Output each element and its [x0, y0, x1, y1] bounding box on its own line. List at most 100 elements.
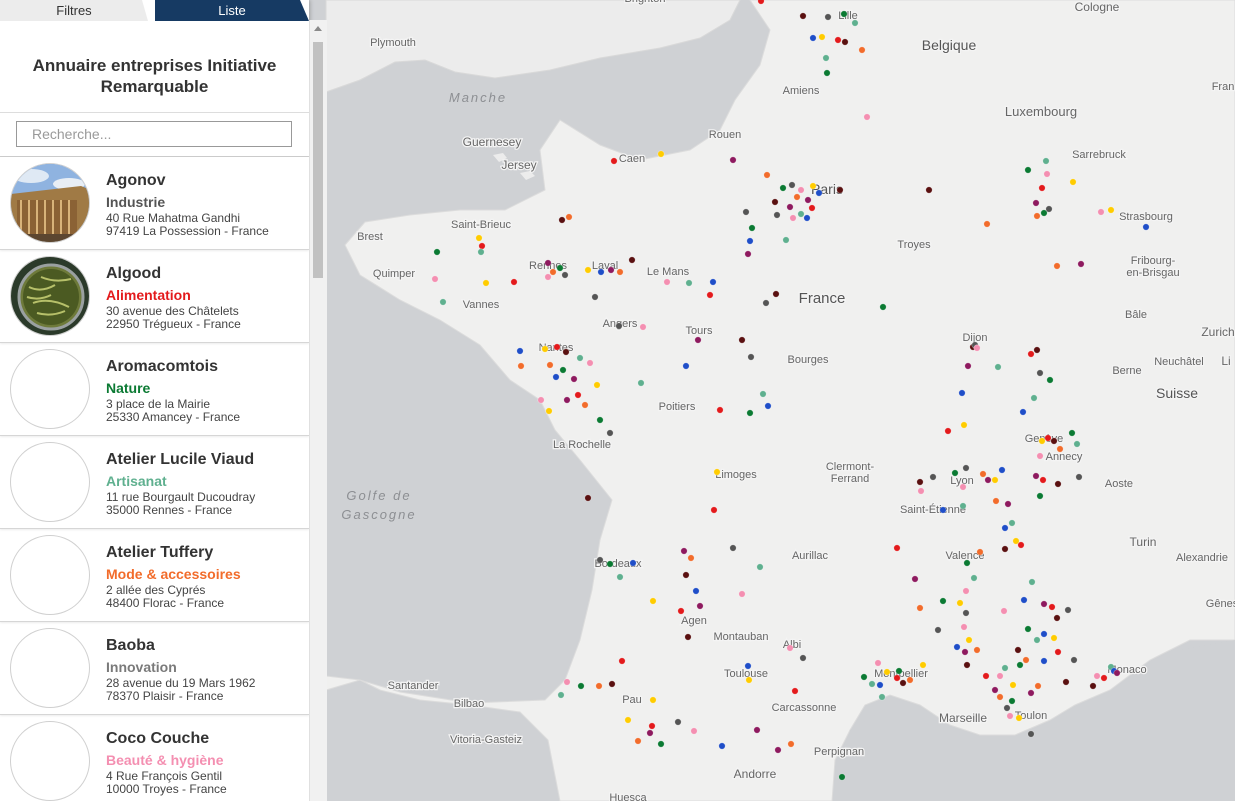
- company-marker[interactable]: [477, 248, 485, 256]
- company-marker[interactable]: [1036, 369, 1044, 377]
- company-marker[interactable]: [1022, 656, 1030, 664]
- company-marker[interactable]: [565, 213, 573, 221]
- company-marker[interactable]: [962, 609, 970, 617]
- company-marker[interactable]: [925, 186, 933, 194]
- company-marker[interactable]: [577, 682, 585, 690]
- company-marker[interactable]: [1028, 578, 1036, 586]
- company-marker[interactable]: [1050, 437, 1058, 445]
- company-marker[interactable]: [958, 389, 966, 397]
- company-name[interactable]: Atelier Lucile Viaud: [106, 451, 255, 468]
- company-marker[interactable]: [757, 0, 765, 5]
- company-marker[interactable]: [834, 36, 842, 44]
- company-name[interactable]: Atelier Tuffery: [106, 544, 214, 561]
- company-marker[interactable]: [771, 198, 779, 206]
- company-marker[interactable]: [788, 181, 796, 189]
- company-marker[interactable]: [738, 336, 746, 344]
- company-marker[interactable]: [965, 636, 973, 644]
- company-marker[interactable]: [1001, 545, 1009, 553]
- company-marker[interactable]: [716, 406, 724, 414]
- company-marker[interactable]: [1008, 697, 1016, 705]
- company-marker[interactable]: [964, 362, 972, 370]
- company-marker[interactable]: [574, 391, 582, 399]
- company-marker[interactable]: [1040, 600, 1048, 608]
- company-marker[interactable]: [433, 248, 441, 256]
- company-marker[interactable]: [1019, 408, 1027, 416]
- company-marker[interactable]: [982, 672, 990, 680]
- company-marker[interactable]: [1046, 376, 1054, 384]
- company-marker[interactable]: [1014, 646, 1022, 654]
- company-marker[interactable]: [1093, 672, 1101, 680]
- company-marker[interactable]: [911, 575, 919, 583]
- company-marker[interactable]: [747, 353, 755, 361]
- company-marker[interactable]: [1016, 661, 1024, 669]
- company-marker[interactable]: [1032, 199, 1040, 207]
- company-marker[interactable]: [544, 259, 552, 267]
- company-marker[interactable]: [960, 623, 968, 631]
- company-marker[interactable]: [906, 676, 914, 684]
- company-marker[interactable]: [584, 494, 592, 502]
- company-marker[interactable]: [649, 597, 657, 605]
- company-marker[interactable]: [729, 544, 737, 552]
- company-marker[interactable]: [544, 273, 552, 281]
- company-marker[interactable]: [516, 347, 524, 355]
- company-name[interactable]: Agonov: [106, 172, 166, 189]
- company-marker[interactable]: [558, 216, 566, 224]
- company-marker[interactable]: [690, 727, 698, 735]
- company-marker[interactable]: [962, 587, 970, 595]
- company-marker[interactable]: [545, 407, 553, 415]
- company-marker[interactable]: [851, 19, 859, 27]
- company-marker[interactable]: [998, 466, 1006, 474]
- company-marker[interactable]: [992, 497, 1000, 505]
- company-marker[interactable]: [782, 236, 790, 244]
- company-marker[interactable]: [628, 256, 636, 264]
- company-marker[interactable]: [1036, 492, 1044, 500]
- company-marker[interactable]: [649, 696, 657, 704]
- company-marker[interactable]: [710, 506, 718, 514]
- company-marker[interactable]: [883, 668, 891, 676]
- company-marker[interactable]: [970, 574, 978, 582]
- list-item[interactable]: Algood Alimentation 30 avenue des Châtelet…: [0, 250, 309, 343]
- company-marker[interactable]: [779, 184, 787, 192]
- company-marker[interactable]: [996, 693, 1004, 701]
- company-marker[interactable]: [963, 559, 971, 567]
- company-marker[interactable]: [1100, 674, 1108, 682]
- company-marker[interactable]: [616, 573, 624, 581]
- company-marker[interactable]: [1054, 648, 1062, 656]
- company-marker[interactable]: [1040, 657, 1048, 665]
- company-marker[interactable]: [559, 366, 567, 374]
- company-marker[interactable]: [431, 275, 439, 283]
- company-marker[interactable]: [996, 672, 1004, 680]
- company-marker[interactable]: [648, 722, 656, 730]
- company-marker[interactable]: [893, 544, 901, 552]
- tab-filtres[interactable]: Filtres: [0, 0, 148, 21]
- company-marker[interactable]: [1027, 730, 1035, 738]
- company-marker[interactable]: [1069, 178, 1077, 186]
- company-marker[interactable]: [953, 643, 961, 651]
- company-marker[interactable]: [983, 220, 991, 228]
- company-marker[interactable]: [517, 362, 525, 370]
- company-marker[interactable]: [824, 13, 832, 21]
- company-marker[interactable]: [674, 718, 682, 726]
- company-marker[interactable]: [963, 661, 971, 669]
- company-marker[interactable]: [808, 204, 816, 212]
- company-marker[interactable]: [682, 362, 690, 370]
- company-marker[interactable]: [756, 563, 764, 571]
- company-marker[interactable]: [1053, 262, 1061, 270]
- company-marker[interactable]: [809, 34, 817, 42]
- list-item[interactable]: Baoba Innovation 28 avenue du 19 Mars 1962…: [0, 622, 309, 715]
- company-marker[interactable]: [1073, 440, 1081, 448]
- company-marker[interactable]: [694, 336, 702, 344]
- company-marker[interactable]: [597, 268, 605, 276]
- company-marker[interactable]: [639, 323, 647, 331]
- company-marker[interactable]: [1020, 596, 1028, 604]
- company-marker[interactable]: [809, 182, 817, 190]
- company-marker[interactable]: [1064, 606, 1072, 614]
- company-marker[interactable]: [1030, 394, 1038, 402]
- company-marker[interactable]: [1027, 350, 1035, 358]
- company-marker[interactable]: [576, 354, 584, 362]
- company-marker[interactable]: [1048, 603, 1056, 611]
- company-marker[interactable]: [581, 401, 589, 409]
- company-marker[interactable]: [876, 681, 884, 689]
- company-marker[interactable]: [841, 38, 849, 46]
- company-name[interactable]: Aromacomtois: [106, 358, 219, 375]
